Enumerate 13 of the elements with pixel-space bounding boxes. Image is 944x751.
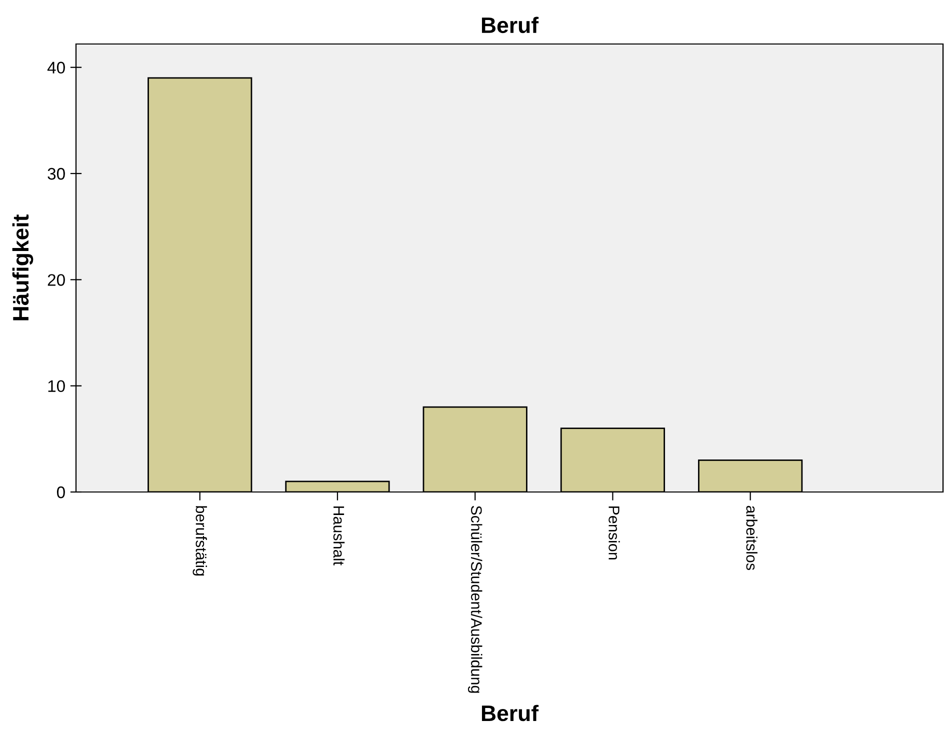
y-tick-label: 40 (47, 62, 65, 74)
y-axis-title: Häufigkeit (12, 214, 34, 320)
y-tick-label: 10 (48, 380, 65, 392)
x-tick-label: Haushalt (333, 506, 345, 566)
y-tick-label: 20 (48, 274, 65, 286)
x-tick-label: Pension (608, 506, 620, 560)
x-tick-label: berufstätig (192, 506, 207, 576)
chart-title: Beruf (482, 16, 539, 34)
y-tick-label: 0 (56, 486, 65, 498)
x-tick-label: arbeitslos (746, 506, 758, 570)
y-tick-label: 30 (48, 168, 65, 180)
x-axis-title: Beruf (482, 704, 539, 722)
x-tick-label: Schüler/Student/Ausbildung (468, 506, 482, 693)
